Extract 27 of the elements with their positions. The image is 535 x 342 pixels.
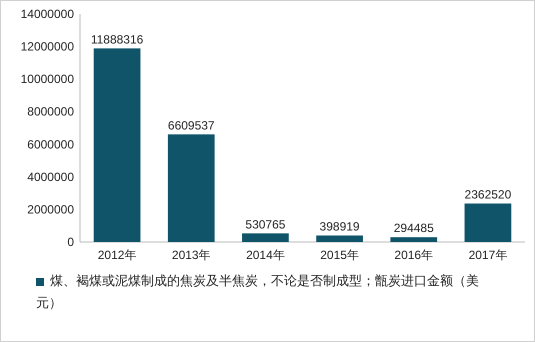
data-label: 398919	[320, 220, 360, 234]
bar	[316, 236, 363, 242]
y-tick-label: 4000000	[27, 170, 74, 184]
x-tick-label: 2015年	[320, 248, 359, 262]
data-label: 11888316	[90, 32, 144, 46]
y-tick-label: 0	[67, 235, 74, 249]
bar	[464, 204, 512, 242]
y-tick-label: 14000000	[20, 7, 74, 21]
y-tick-label: 8000000	[27, 104, 74, 119]
y-tick-label: 2000000	[27, 202, 74, 216]
bar	[390, 237, 438, 242]
data-label: 6609537	[168, 118, 215, 132]
x-tick-label: 2016年	[394, 248, 434, 262]
bar	[168, 134, 215, 242]
x-tick-label: 2013年	[172, 248, 211, 262]
x-tick-label: 2017年	[468, 248, 508, 262]
y-tick-label: 10000000	[20, 72, 74, 86]
data-label: 2362520	[464, 188, 512, 202]
x-tick-label: 2014年	[246, 248, 285, 262]
y-tick-label: 12000000	[20, 40, 74, 54]
legend-label: 煤、褐煤或泥煤制成的焦炭及半焦炭，不论是否制成型；甑炭进口金额（美元）	[36, 273, 479, 310]
y-tick-label: 6000000	[27, 137, 74, 152]
x-tick-label: 2012年	[98, 248, 136, 262]
data-label: 530765	[245, 217, 286, 232]
data-label: 294485	[394, 221, 434, 236]
bar	[94, 48, 140, 242]
bar	[242, 233, 289, 242]
